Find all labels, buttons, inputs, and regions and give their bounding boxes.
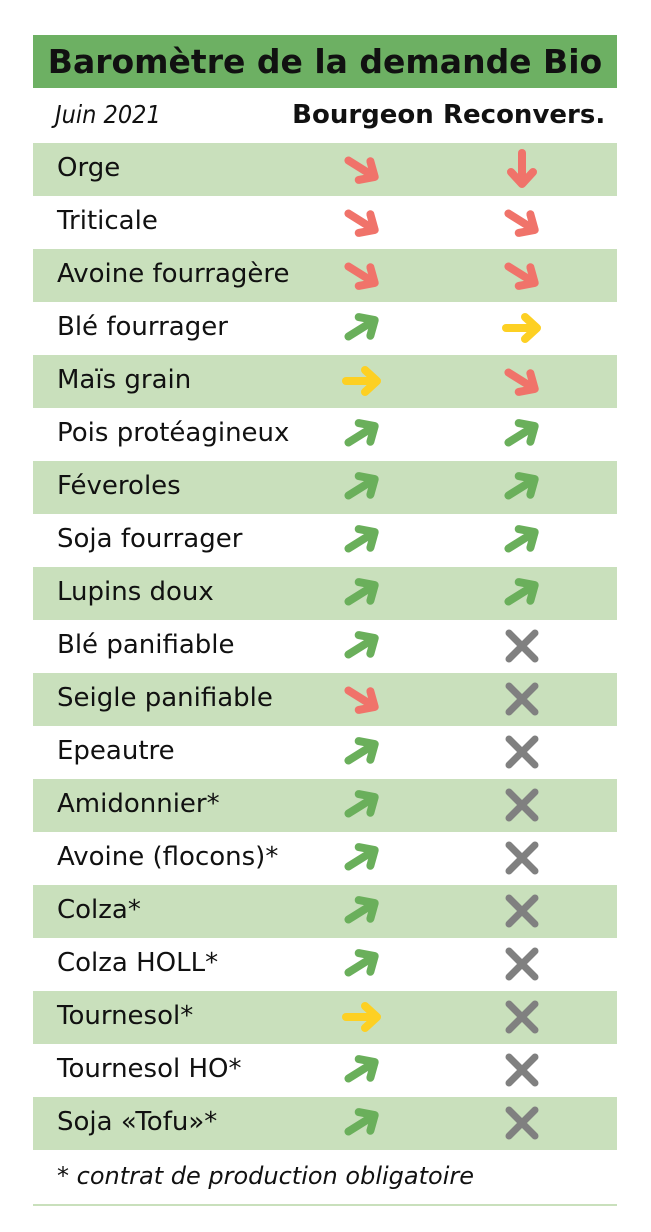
crop-name: Colza HOLL*	[57, 948, 219, 978]
arrow-up-right-icon	[344, 843, 379, 871]
crop-name: Seigle panifiable	[57, 683, 273, 713]
cross-icon	[505, 841, 539, 875]
arrow-up-right-icon	[344, 525, 379, 553]
arrow-up-right-icon	[344, 578, 379, 606]
crop-name: Avoine (flocons)*	[57, 842, 279, 872]
table-row: Amidonnier*	[33, 779, 617, 832]
crop-name: Blé fourrager	[57, 312, 228, 342]
arrow-down-right-icon	[344, 156, 379, 184]
arrow-up-right-icon	[344, 631, 379, 659]
arrow-down-right-icon	[504, 262, 539, 290]
table-row: Colza HOLL*	[33, 938, 617, 991]
crop-name: Blé panifiable	[57, 630, 235, 660]
cross-icon	[505, 1000, 539, 1034]
table-row: Blé fourrager	[33, 302, 617, 355]
crop-name: Tournesol*	[57, 1001, 194, 1031]
crop-name: Tournesol HO*	[57, 1054, 242, 1084]
date-label: Juin 2021	[55, 100, 161, 129]
cross-icon	[505, 1053, 539, 1087]
arrow-down-icon	[507, 149, 537, 188]
table-row: Avoine (flocons)*	[33, 832, 617, 885]
table-row: Epeautre	[33, 726, 617, 779]
cross-icon	[505, 629, 539, 663]
table-body: Orge Triticale Avoine fourragère Blé fourra…	[33, 143, 617, 1150]
arrow-up-right-icon	[504, 419, 539, 447]
crop-name: Triticale	[57, 206, 158, 236]
arrow-up-right-icon	[344, 313, 379, 341]
crop-name: Epeautre	[57, 736, 175, 766]
table-row: Soja fourrager	[33, 514, 617, 567]
cross-icon	[505, 682, 539, 716]
page-title: Baromètre de la demande Bio	[33, 35, 617, 88]
footnote-text: * contrat de production obligatoire	[57, 1162, 474, 1190]
arrow-up-right-icon	[504, 578, 539, 606]
crop-name: Colza*	[57, 895, 141, 925]
table-row: Lupins doux	[33, 567, 617, 620]
crop-name: Avoine fourragère	[57, 259, 290, 289]
crop-name: Orge	[57, 153, 121, 183]
table-header: Juin 2021 Bourgeon Reconvers.	[33, 90, 617, 142]
arrow-up-right-icon	[504, 472, 539, 500]
cross-icon	[505, 947, 539, 981]
arrow-down-right-icon	[344, 209, 379, 237]
arrow-up-right-icon	[344, 790, 379, 818]
table-row: Orge	[33, 143, 617, 196]
crop-name: Maïs grain	[57, 365, 192, 395]
arrow-up-right-icon	[344, 896, 379, 924]
footnote: * contrat de production obligatoire	[33, 1150, 617, 1206]
crop-name: Soja fourrager	[57, 524, 243, 554]
cross-icon	[505, 1106, 539, 1140]
arrow-down-right-icon	[344, 686, 379, 714]
arrow-up-right-icon	[344, 737, 379, 765]
arrow-up-right-icon	[344, 472, 379, 500]
crop-name: Amidonnier*	[57, 789, 220, 819]
arrow-down-right-icon	[504, 209, 539, 237]
table-row: Tournesol*	[33, 991, 617, 1044]
arrow-up-right-icon	[344, 949, 379, 977]
table-row: Seigle panifiable	[33, 673, 617, 726]
cross-icon	[505, 735, 539, 769]
cross-icon	[505, 788, 539, 822]
crop-name: Soja «Tofu»*	[57, 1107, 218, 1137]
arrow-up-right-icon	[344, 419, 379, 447]
arrow-up-right-icon	[504, 525, 539, 553]
arrow-up-right-icon	[344, 1108, 379, 1136]
table-row: Colza*	[33, 885, 617, 938]
crop-name: Pois protéagineux	[57, 418, 290, 448]
arrow-down-right-icon	[344, 262, 379, 290]
arrow-down-right-icon	[504, 368, 539, 396]
table-row: Pois protéagineux	[33, 408, 617, 461]
arrow-right-icon	[502, 313, 541, 343]
table-row: Triticale	[33, 196, 617, 249]
cross-icon	[505, 894, 539, 928]
arrow-right-icon	[342, 1002, 381, 1032]
table-row: Tournesol HO*	[33, 1044, 617, 1097]
table-row: Blé panifiable	[33, 620, 617, 673]
crop-name: Féveroles	[57, 471, 181, 501]
table-row: Avoine fourragère	[33, 249, 617, 302]
column-header-reconvers: Reconvers.	[443, 100, 606, 130]
column-header-bourgeon: Bourgeon	[292, 100, 434, 130]
table-row: Maïs grain	[33, 355, 617, 408]
table-row: Soja «Tofu»*	[33, 1097, 617, 1150]
crop-name: Lupins doux	[57, 577, 214, 607]
table-row: Féveroles	[33, 461, 617, 514]
arrow-right-icon	[342, 366, 381, 396]
arrow-up-right-icon	[344, 1055, 379, 1083]
